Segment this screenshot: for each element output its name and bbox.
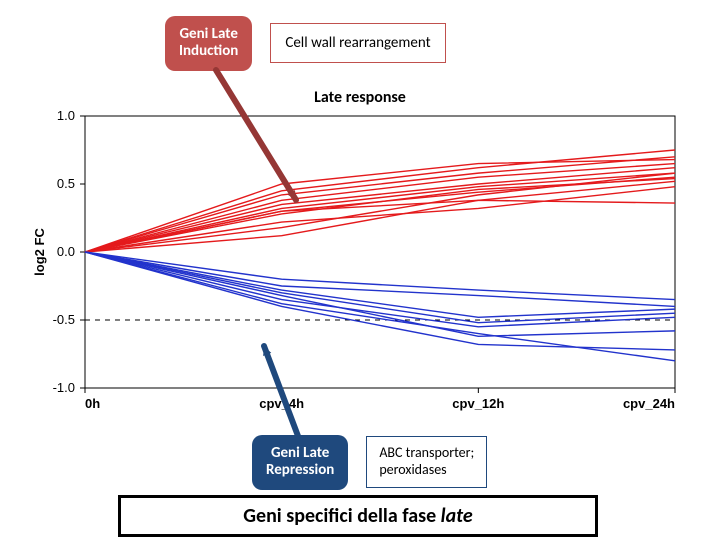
caption-italic: late — [441, 504, 473, 528]
abc-label: ABC transporter; peroxidases — [366, 436, 487, 488]
cellwall-text: Cell wall rearrangement — [285, 34, 430, 52]
svg-text:-1.0: -1.0 — [53, 380, 75, 395]
repression-line1: Geni Late — [271, 444, 329, 462]
caption-prefix: Geni specifici della fase — [243, 504, 440, 528]
cellwall-label: Cell wall rearrangement — [270, 23, 445, 63]
svg-text:cpv_24h: cpv_24h — [623, 396, 675, 411]
svg-text:cpv_4h: cpv_4h — [259, 396, 304, 411]
svg-text:0h: 0h — [85, 396, 100, 411]
bottom-label-row: Geni Late Repression ABC transporter; pe… — [252, 435, 487, 490]
svg-text:1.0: 1.0 — [57, 108, 75, 123]
svg-text:cpv_12h: cpv_12h — [452, 396, 504, 411]
svg-text:0.0: 0.0 — [57, 244, 75, 259]
induction-badge: Geni Late Induction — [165, 16, 252, 71]
svg-text:0.5: 0.5 — [57, 176, 75, 191]
abc-line1: ABC transporter; — [379, 444, 474, 461]
abc-line2: peroxidases — [379, 461, 446, 478]
chart-title: Late response — [314, 88, 406, 107]
caption-box: Geni specifici della fase late — [118, 495, 598, 537]
chart-container: Late response -1.0 -0.5 0.0 0.5 1.0 log2 FC 0h… — [30, 88, 690, 418]
top-label-row: Geni Late Induction Cell wall rearrangem… — [165, 16, 446, 71]
svg-text:-0.5: -0.5 — [53, 312, 75, 327]
svg-text:log2 FC: log2 FC — [32, 228, 47, 276]
induction-line1: Geni Late — [179, 25, 237, 43]
repression-badge: Geni Late Repression — [252, 435, 348, 490]
induction-line2: Induction — [179, 42, 238, 60]
line-chart: -1.0 -0.5 0.0 0.5 1.0 log2 FC 0h cpv_4h cpv_12h c… — [30, 88, 690, 418]
repression-line2: Repression — [266, 461, 334, 479]
